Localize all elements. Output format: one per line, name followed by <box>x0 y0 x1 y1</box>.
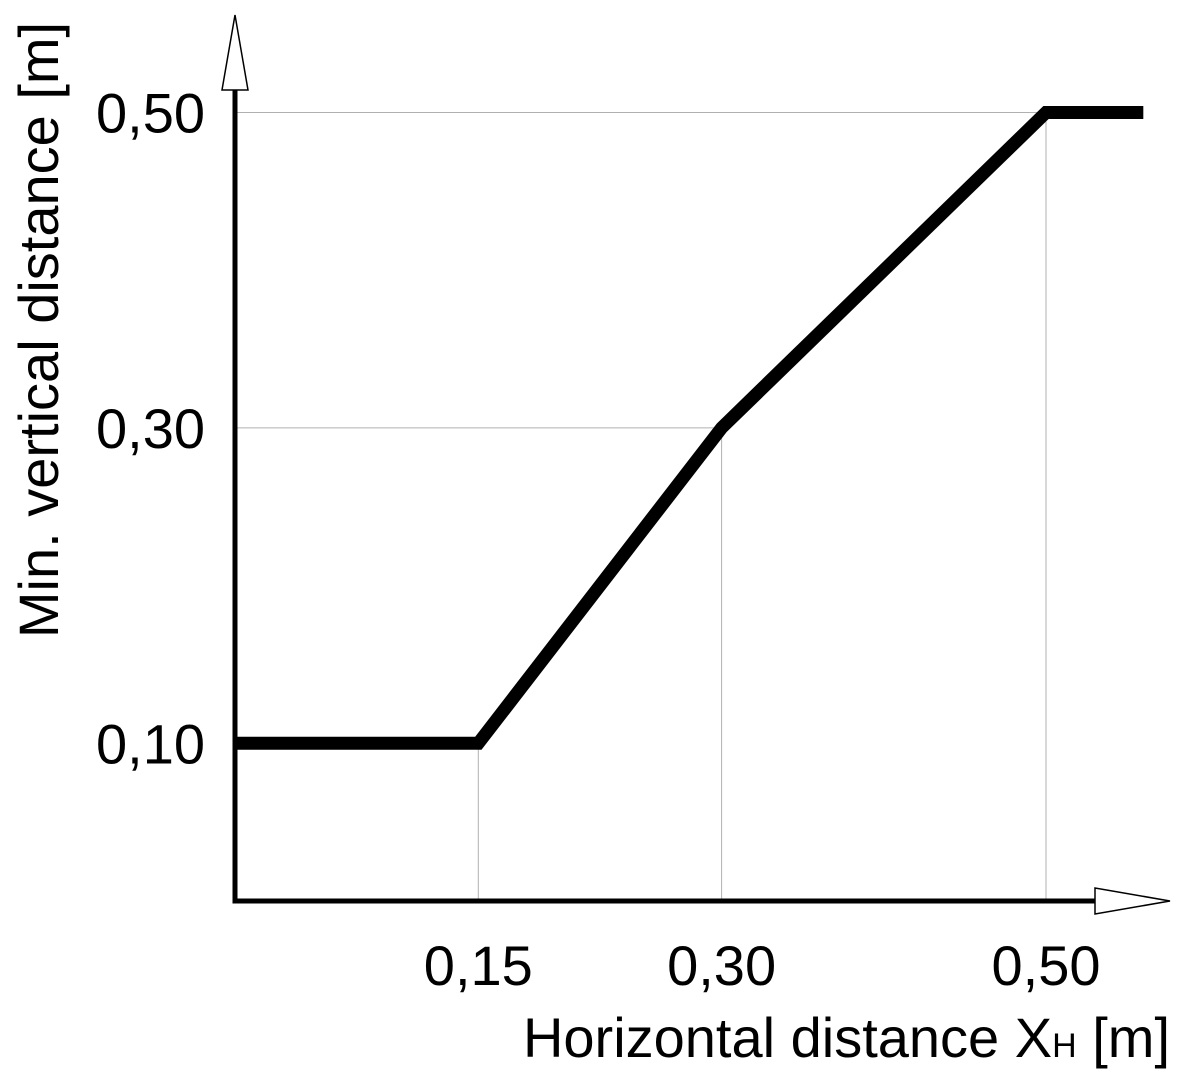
x-axis-title-subscript: H <box>1052 1027 1077 1065</box>
series-layer <box>235 106 1144 750</box>
y-tick-label-2: 0,50 <box>96 82 205 145</box>
x-axis-title-unit: [m] <box>1077 1006 1170 1069</box>
series-line <box>235 106 1144 750</box>
y-tick-label-0: 0,10 <box>96 712 205 775</box>
x-tick-label-0: 0,15 <box>424 934 533 997</box>
axes <box>221 14 1171 915</box>
x-tick-label-2: 0,50 <box>992 934 1101 997</box>
x-tick-label-1: 0,30 <box>667 934 776 997</box>
y-tick-label-1: 0,30 <box>96 397 205 460</box>
x-axis-title-main: Horizontal distance X <box>523 1006 1052 1069</box>
y-axis-title: Min. vertical distance [m] <box>7 22 70 638</box>
x-axis-arrow-icon <box>1094 887 1171 915</box>
y-axis-arrow-icon <box>221 14 249 91</box>
x-axis-title: Horizontal distance XH [m] <box>523 1006 1170 1069</box>
tick-labels: 0,15 0,30 0,50 0,10 0,30 0,50 <box>96 82 1101 998</box>
